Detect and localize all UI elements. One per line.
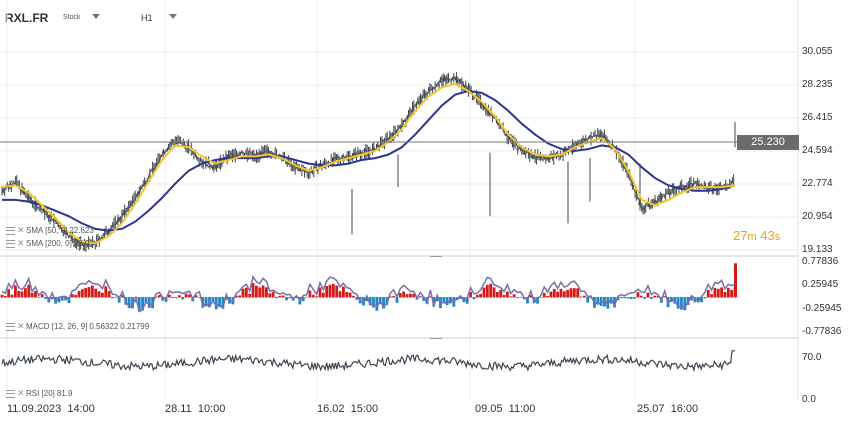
x-tick-label: 28.11 10:00 (165, 403, 226, 415)
macd-histogram (0, 263, 737, 312)
y-tick-label: -0.77836 (802, 326, 842, 337)
current-price-tag: 25.230 (737, 135, 799, 150)
close-icon[interactable]: ✕ (17, 225, 25, 235)
close-icon[interactable]: ✕ (17, 238, 25, 248)
x-tick-label: 25.07 16:00 (637, 403, 699, 415)
timeframe-select[interactable]: H1 (141, 13, 153, 23)
sma-fast-line (1, 82, 736, 245)
symbol-type: Stock (63, 14, 81, 21)
settings-lines-icon[interactable] (6, 389, 15, 398)
grid-lines (0, 0, 798, 400)
symbol-name[interactable]: RXL.FR (5, 11, 49, 25)
y-tick-label: 20.954 (802, 210, 833, 222)
y-tick-label: 0.0 (802, 394, 816, 405)
settings-lines-icon[interactable] (6, 226, 15, 235)
x-tick-label: 11.09.2023 14:00 (7, 403, 95, 415)
timeframe-chevron-down-icon[interactable] (169, 14, 177, 19)
y-tick-label: 28.235 (802, 78, 833, 90)
chart-toolbar: RXL.FR Stock H1 (0, 0, 859, 34)
y-tick-label: 0.25945 (802, 279, 839, 291)
indicator-legend-sma-200[interactable]: ✕ SMA [200, 0] 22.9 (6, 238, 89, 249)
y-tick-label: 26.415 (802, 111, 833, 123)
y-tick-label: 30.055 (802, 46, 833, 57)
symbol-dropdown-chevron-down-icon[interactable] (92, 14, 100, 19)
sma-slow-line (2, 90, 736, 232)
y-tick-label: 70.0 (802, 352, 822, 363)
indicator-legend-rsi[interactable]: ✕ RSI [20] 81.9 (6, 388, 72, 399)
indicator-legend-macd[interactable]: ✕ MACD [12, 26, 9] 0.56322 0.21799 (6, 321, 149, 332)
macd-line (1, 274, 736, 313)
indicator-legend-sma-50[interactable]: ✕ SMA [50, 0] 22.623 (6, 225, 94, 236)
price-series (1, 71, 736, 252)
settings-lines-icon[interactable] (6, 239, 15, 248)
x-tick-label: 09.05 11:00 (475, 403, 536, 415)
y-tick-label: 0.77836 (802, 256, 839, 267)
close-icon[interactable]: ✕ (17, 321, 25, 331)
y-tick-label: 19.133 (802, 244, 833, 255)
pane-resize-handle[interactable] (430, 256, 442, 257)
close-icon[interactable]: ✕ (17, 388, 25, 398)
y-tick-label: 24.594 (802, 145, 833, 156)
settings-lines-icon[interactable] (6, 322, 15, 331)
x-tick-label: 16.02 15:00 (317, 403, 379, 415)
pane-resize-handle[interactable] (430, 338, 442, 339)
y-tick-label: 22.774 (802, 177, 833, 189)
y-tick-label: -0.25945 (802, 302, 842, 314)
candle-countdown: 27m 43s (733, 228, 781, 243)
rsi-line (1, 350, 735, 373)
